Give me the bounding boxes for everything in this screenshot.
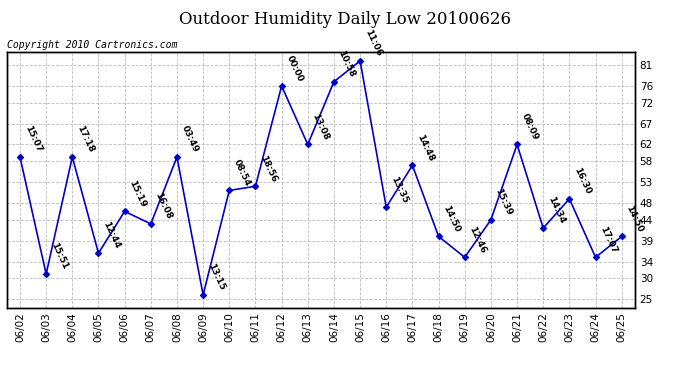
- Text: 13:08: 13:08: [310, 112, 331, 142]
- Text: Outdoor Humidity Daily Low 20100626: Outdoor Humidity Daily Low 20100626: [179, 11, 511, 28]
- Text: 16:08: 16:08: [154, 192, 174, 221]
- Text: 18:56: 18:56: [258, 154, 279, 183]
- Text: 03:49: 03:49: [179, 124, 200, 154]
- Text: 13:15: 13:15: [206, 262, 226, 292]
- Text: 15:07: 15:07: [23, 124, 43, 154]
- Text: 08:54: 08:54: [232, 158, 253, 188]
- Text: 14:50: 14:50: [624, 204, 644, 234]
- Text: 16:30: 16:30: [572, 166, 593, 196]
- Text: 15:39: 15:39: [493, 187, 514, 217]
- Text: 14:50: 14:50: [442, 204, 462, 234]
- Text: 15:19: 15:19: [128, 179, 148, 209]
- Text: 12:46: 12:46: [468, 225, 488, 255]
- Text: Copyright 2010 Cartronics.com: Copyright 2010 Cartronics.com: [7, 40, 177, 50]
- Text: 17:07: 17:07: [598, 225, 619, 255]
- Text: 17:18: 17:18: [75, 124, 95, 154]
- Text: 11:06: 11:06: [363, 28, 383, 58]
- Text: 14:48: 14:48: [415, 133, 435, 163]
- Text: 08:09: 08:09: [520, 112, 540, 142]
- Text: 00:00: 00:00: [284, 54, 304, 83]
- Text: 12:44: 12:44: [101, 220, 121, 251]
- Text: 15:51: 15:51: [49, 242, 69, 271]
- Text: 13:35: 13:35: [389, 175, 409, 204]
- Text: 10:58: 10:58: [337, 50, 357, 79]
- Text: 14:34: 14:34: [546, 195, 566, 225]
